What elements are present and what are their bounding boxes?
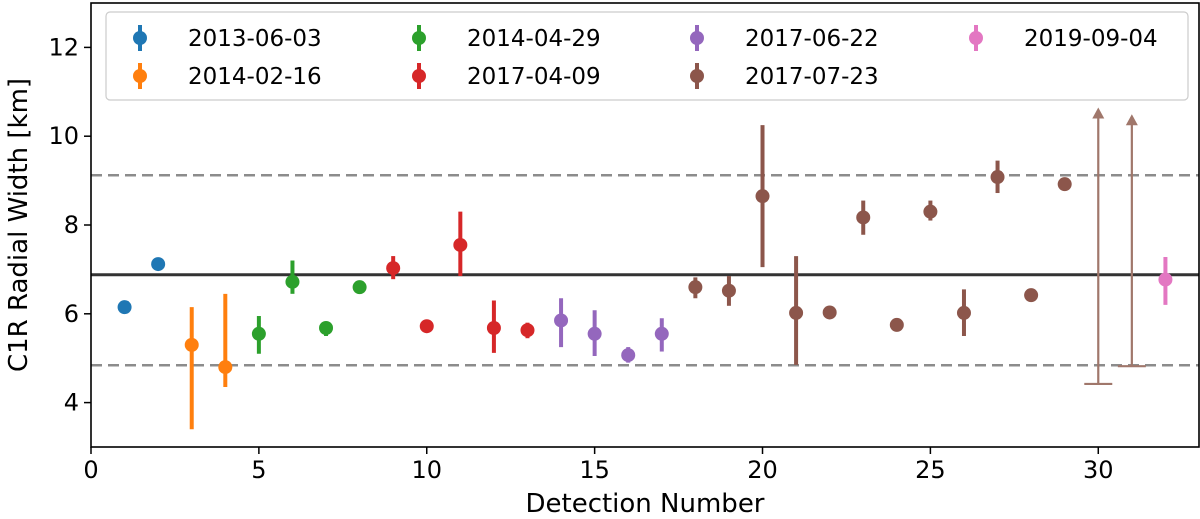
data-point-28 (1024, 288, 1039, 303)
data-point-32 (1158, 272, 1173, 287)
data-point-4 (218, 360, 233, 375)
y-tick-label: 4 (64, 389, 79, 417)
data-point-9 (386, 261, 401, 276)
legend-label: 2017-04-09 (467, 64, 601, 90)
x-tick-label: 25 (915, 456, 946, 484)
legend-label: 2013-06-03 (188, 26, 322, 52)
data-point-20 (755, 189, 770, 204)
data-point-21 (789, 305, 804, 320)
data-point-5 (251, 326, 266, 341)
x-tick-label: 0 (83, 456, 98, 484)
legend-item: 2014-04-29 (412, 25, 601, 52)
limit-arrowhead-31 (1125, 114, 1138, 126)
legend-item: 2017-04-09 (412, 63, 601, 90)
data-point-12 (486, 321, 501, 336)
y-tick-label: 8 (64, 211, 79, 239)
data-point-17 (654, 326, 669, 341)
data-point-1 (117, 300, 132, 315)
data-point-19 (721, 283, 736, 298)
legend-label: 2019-09-04 (1024, 26, 1158, 52)
limit-arrowhead-30 (1092, 107, 1105, 119)
y-tick-label: 6 (64, 300, 79, 328)
legend-item: 2013-06-03 (133, 25, 322, 52)
markers (117, 170, 1173, 375)
data-point-6 (285, 274, 300, 289)
legend-label: 2014-02-16 (188, 64, 322, 90)
y-tick-label: 10 (48, 122, 79, 150)
legend-marker (133, 31, 147, 45)
data-point-3 (184, 337, 199, 352)
data-point-18 (688, 280, 703, 295)
legend-label: 2017-07-23 (745, 64, 879, 90)
legend-marker (690, 31, 704, 45)
legend-marker (412, 31, 426, 45)
y-axis-ticks: 4 6 8 10 12 (48, 33, 91, 417)
legend-marker (133, 69, 147, 83)
legend-label: 2017-06-22 (745, 26, 879, 52)
legend-item: 2017-06-22 (690, 25, 879, 52)
data-point-24 (889, 317, 904, 332)
data-point-11 (453, 237, 468, 252)
data-point-14 (554, 313, 569, 328)
data-point-16 (621, 348, 636, 363)
data-point-29 (1057, 177, 1072, 192)
x-tick-label: 15 (579, 456, 610, 484)
limit-arrows (1084, 107, 1146, 386)
error-bars (189, 125, 1168, 430)
x-axis-label: Detection Number (525, 489, 764, 519)
reference-lines (91, 174, 1199, 367)
data-point-26 (956, 305, 971, 320)
data-point-7 (319, 321, 334, 336)
x-axis-ticks: 0 5 10 15 20 25 30 (83, 447, 1114, 484)
data-point-13 (520, 323, 535, 338)
data-point-22 (822, 305, 837, 320)
legend-item: 2019-09-04 (969, 25, 1158, 52)
data-point-2 (151, 257, 166, 272)
legend-marker (690, 69, 704, 83)
legend-box (105, 11, 1189, 101)
legend-item: 2017-07-23 (690, 63, 879, 90)
legend: 2013-06-03 2014-02-16 2014-04-29 2017-04-09… (105, 11, 1189, 101)
legend-label: 2014-04-29 (467, 26, 601, 52)
data-point-10 (419, 319, 434, 334)
legend-marker (969, 31, 983, 45)
y-axis-label: C1R Radial Width [km] (4, 78, 34, 372)
legend-item: 2014-02-16 (133, 63, 322, 90)
data-point-15 (587, 326, 602, 341)
data-point-23 (856, 210, 871, 225)
x-tick-label: 30 (1083, 456, 1114, 484)
legend-marker (412, 69, 426, 83)
x-tick-label: 10 (411, 456, 442, 484)
x-tick-label: 20 (747, 456, 778, 484)
data-point-27 (990, 170, 1005, 185)
data-point-25 (923, 204, 938, 219)
y-tick-label: 12 (48, 33, 79, 61)
data-point-8 (352, 280, 367, 295)
x-tick-label: 5 (251, 456, 266, 484)
